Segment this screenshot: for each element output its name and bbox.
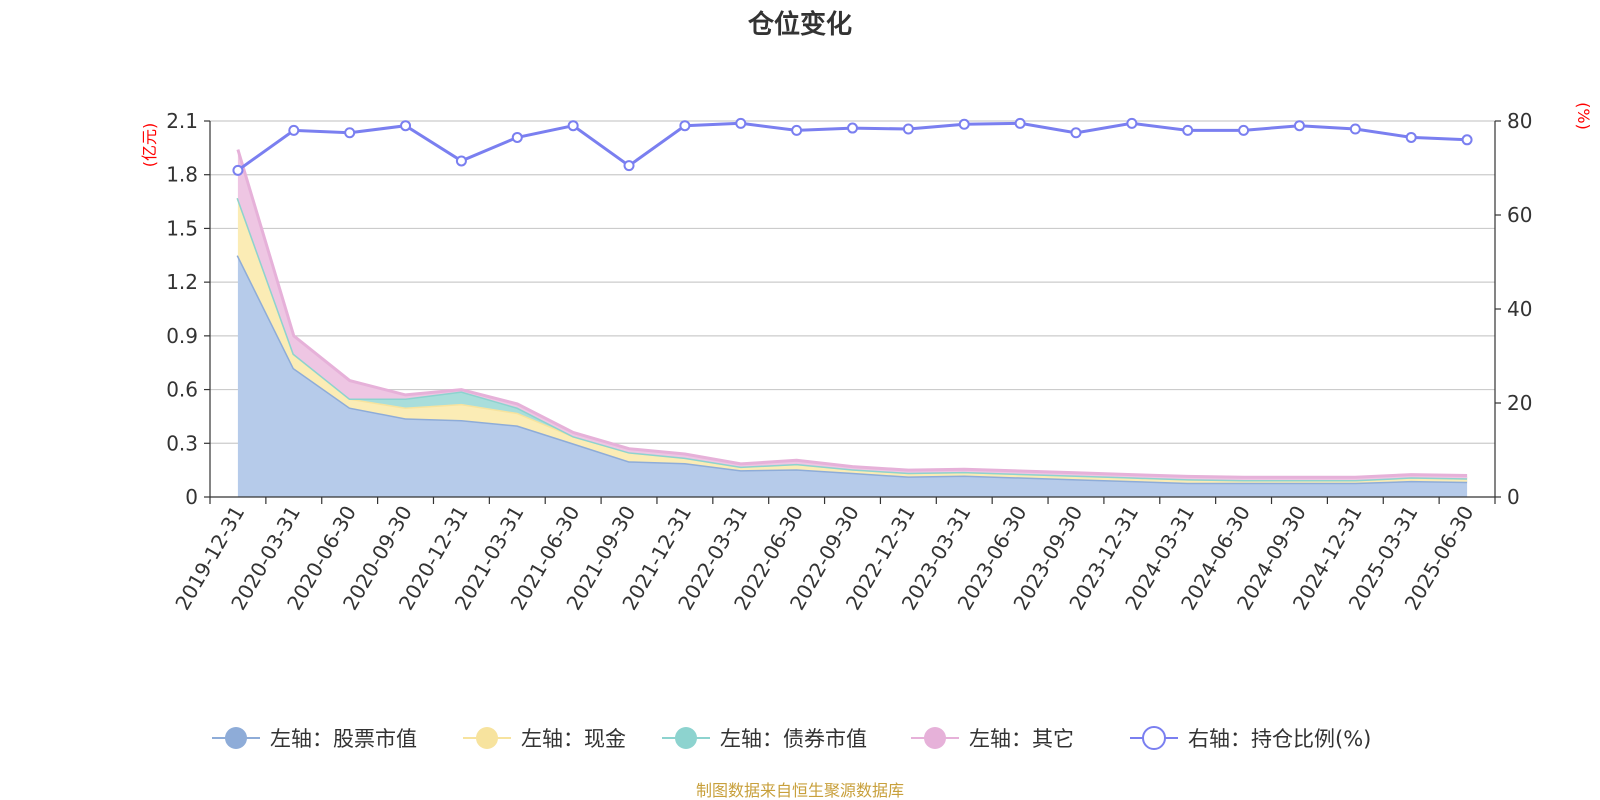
ratio-point (1238, 124, 1250, 136)
ratio-point (567, 120, 579, 132)
ratio-point (791, 124, 803, 136)
left-tick-label: 0 (185, 485, 198, 509)
ratio-point (400, 120, 412, 132)
ratio-point (679, 120, 691, 132)
left-tick-label: 2.1 (166, 109, 198, 133)
area-左轴：股票市值 (237, 255, 1468, 497)
chart-title: 仓位变化 (747, 9, 852, 40)
x-axis-ticks: 2019-12-312020-03-312020-06-302020-09-30… (170, 497, 1496, 614)
ratio-point (1070, 127, 1082, 139)
ratio-point (902, 123, 914, 135)
area-edge-左轴：其它 (236, 149, 1468, 479)
legend-label: 右轴：持仓比例(%) (1188, 727, 1371, 751)
right-tick-label: 0 (1507, 485, 1520, 509)
right-tick-label: 20 (1507, 391, 1532, 415)
ratio-point (735, 117, 747, 129)
ratio-point (1405, 131, 1417, 143)
ratio-point (344, 127, 356, 139)
left-tick-label: 0.3 (166, 431, 198, 455)
legend-marker (675, 727, 697, 749)
left-tick-label: 0.9 (166, 324, 198, 348)
legend-marker (924, 727, 946, 749)
right-tick-label: 80 (1507, 109, 1532, 133)
left-tick-label: 1.2 (166, 270, 198, 294)
ratio-point (232, 164, 244, 176)
data-source-note: 制图数据来自恒生聚源数据库 (696, 781, 904, 800)
legend-marker (225, 727, 247, 749)
ratio-point (1126, 117, 1138, 129)
right-tick-label: 60 (1507, 203, 1532, 227)
stacked-areas (236, 149, 1468, 497)
legend-label: 左轴：股票市值 (270, 727, 417, 751)
legend-label: 左轴：现金 (521, 727, 626, 751)
ratio-point (1014, 117, 1026, 129)
ratio-point (511, 131, 523, 143)
legend-label: 左轴：其它 (969, 727, 1074, 751)
legend-label: 左轴：债券市值 (720, 727, 867, 751)
right-axis-unit: (%) (1574, 102, 1593, 130)
left-axis-unit: (亿元) (140, 123, 159, 168)
legend: 左轴：股票市值 左轴：现金 左轴：债券市值 左轴：其它 右轴：持仓比例(%) (212, 726, 1371, 751)
ratio-point (1182, 124, 1194, 136)
left-tick-label: 0.6 (166, 378, 198, 402)
left-axis-ticks: 0 0.3 0.6 0.9 1.2 1.5 1.8 2.1 (166, 109, 210, 509)
holding-ratio-line (232, 117, 1473, 176)
ratio-point (623, 160, 635, 172)
legend-marker (476, 727, 498, 749)
left-tick-label: 1.8 (166, 163, 198, 187)
ratio-point (1293, 120, 1305, 132)
grid-lines (210, 120, 1495, 444)
ratio-point (455, 155, 467, 167)
ratio-point (288, 124, 300, 136)
ratio-point (958, 118, 970, 130)
ratio-point (1461, 134, 1473, 146)
right-tick-label: 40 (1507, 297, 1532, 321)
legend-marker (1142, 726, 1166, 750)
ratio-point (1349, 123, 1361, 135)
ratio-point (847, 122, 858, 134)
right-axis-ticks: 0 20 40 60 80 (1495, 109, 1532, 509)
left-tick-label: 1.5 (166, 216, 198, 240)
